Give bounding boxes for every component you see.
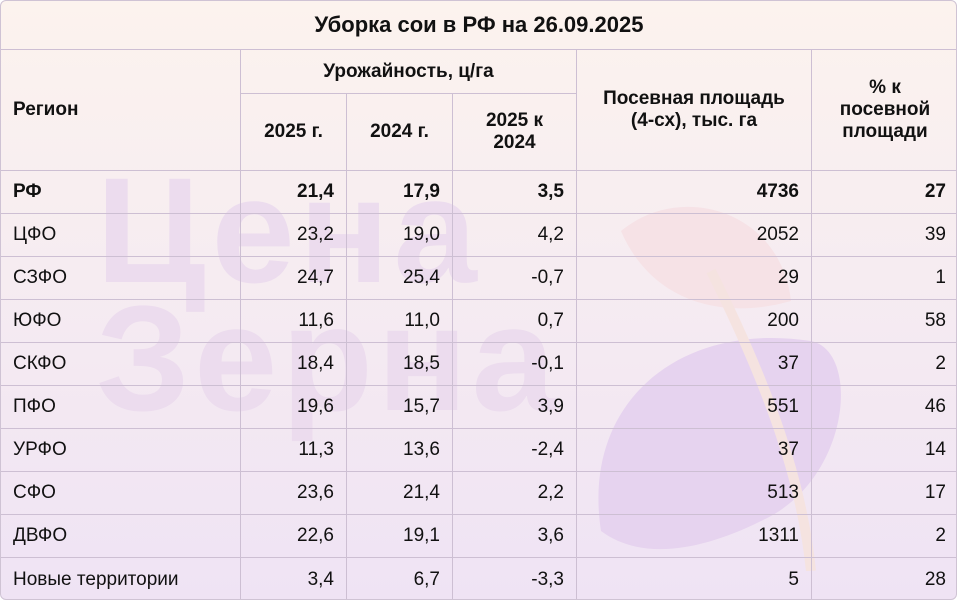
cell-percent-of-area: 58: [812, 300, 956, 343]
cell-percent-of-area: 1: [812, 257, 956, 300]
table-title: Уборка сои в РФ на 26.09.2025: [1, 1, 956, 50]
cell-region: СФО: [1, 472, 241, 515]
header-diff: 2025 к 2024: [453, 94, 577, 171]
cell-yield-diff: -0,7: [453, 257, 577, 300]
watermark-logo: Цена Зерна: [96, 146, 560, 442]
cell-region: СЗФО: [1, 257, 241, 300]
cell-yield-2024: 11,0: [347, 300, 453, 343]
cell-yield-2025: 24,7: [241, 257, 347, 300]
cell-sown-area: 29: [577, 257, 812, 300]
cell-yield-2025: 3,4: [241, 558, 347, 599]
header-area: Посевная площадь (4-сх), тыс. га: [577, 50, 812, 171]
cell-yield-2024: 17,9: [347, 171, 453, 214]
leaf-watermark-icon: [598, 206, 841, 571]
cell-yield-2024: 19,0: [347, 214, 453, 257]
cell-yield-2025: 21,4: [241, 171, 347, 214]
cell-region: РФ: [1, 171, 241, 214]
cell-yield-2024: 18,5: [347, 343, 453, 386]
cell-sown-area: 5: [577, 558, 812, 599]
cell-yield-2025: 23,2: [241, 214, 347, 257]
cell-yield-diff: -3,3: [453, 558, 577, 599]
cell-region: Новые территории: [1, 558, 241, 599]
cell-percent-of-area: 2: [812, 515, 956, 558]
cell-yield-2024: 15,7: [347, 386, 453, 429]
cell-yield-diff: 2,2: [453, 472, 577, 515]
cell-sown-area: 37: [577, 429, 812, 472]
cell-sown-area: 1311: [577, 515, 812, 558]
cell-yield-diff: -0,1: [453, 343, 577, 386]
cell-sown-area: 2052: [577, 214, 812, 257]
cell-percent-of-area: 46: [812, 386, 956, 429]
cell-percent-of-area: 28: [924, 569, 946, 590]
cell-percent-of-area: 14: [812, 429, 956, 472]
cell-yield-diff: -2,4: [453, 429, 577, 472]
cell-yield-2025: 18,4: [241, 343, 347, 386]
cell-yield-2025: 22,6: [241, 515, 347, 558]
cell-region: ПФО: [1, 386, 241, 429]
cell-region: ЦФО: [1, 214, 241, 257]
cell-yield-diff: 3,5: [453, 171, 577, 214]
cell-yield-2024: 25,4: [347, 257, 453, 300]
cell-yield-2024: 13,6: [347, 429, 453, 472]
cell-percent-of-area: 39: [812, 214, 956, 257]
cell-sown-area: 513: [577, 472, 812, 515]
cell-yield-diff: 3,6: [453, 515, 577, 558]
cell-yield-diff: 0,7: [453, 300, 577, 343]
header-2025: 2025 г.: [241, 94, 347, 171]
cell-region: СКФО: [1, 343, 241, 386]
cell-yield-2025: 23,6: [241, 472, 347, 515]
cell-percent-of-area: 27: [812, 171, 956, 214]
cell-yield-2024: 21,4: [347, 472, 453, 515]
cell-yield-diff: 3,9: [453, 386, 577, 429]
cell-percent-of-area: 17: [812, 472, 956, 515]
cell-sown-area: 4736: [577, 171, 812, 214]
cell-yield-2025: 11,6: [241, 300, 347, 343]
header-pct: % к посевной площади: [812, 50, 956, 171]
cell-region: ДВФО: [1, 515, 241, 558]
cell-region: УРФО: [1, 429, 241, 472]
cell-sown-area: 37: [577, 343, 812, 386]
cell-region: ЮФО: [1, 300, 241, 343]
cell-yield-2025: 19,6: [241, 386, 347, 429]
cell-yield-2024: 19,1: [347, 515, 453, 558]
header-2024: 2024 г.: [347, 94, 453, 171]
cell-percent-of-area: 2: [812, 343, 956, 386]
cell-yield-2025: 11,3: [241, 429, 347, 472]
cell-sown-area: 200: [577, 300, 812, 343]
cell-yield-diff: 4,2: [453, 214, 577, 257]
cell-sown-area: 551: [577, 386, 812, 429]
header-yield-group: Урожайность, ц/га: [241, 50, 577, 94]
header-region: Регион: [1, 50, 241, 171]
cell-yield-2024: 6,7: [347, 558, 453, 599]
